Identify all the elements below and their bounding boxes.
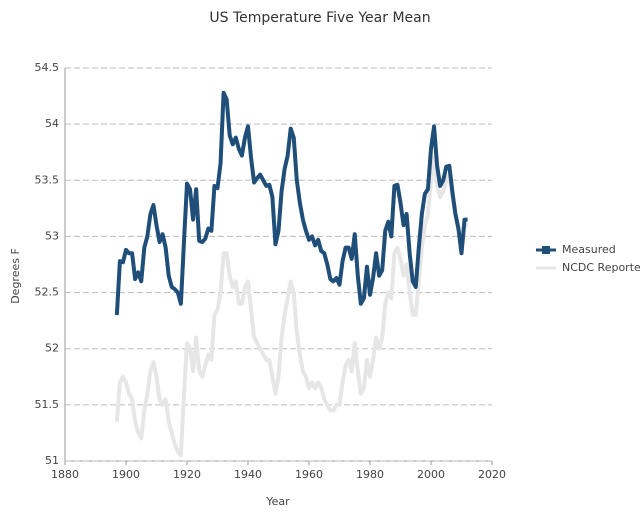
legend-marker [542, 246, 550, 254]
y-tick-label: 51.5 [35, 398, 60, 411]
x-tick-label: 1980 [356, 468, 384, 481]
chart-title: US Temperature Five Year Mean [209, 10, 430, 26]
y-tick-label: 53 [45, 229, 59, 242]
y-tick-label: 51 [45, 454, 59, 467]
x-tick-label: 1880 [51, 468, 79, 481]
x-tick-label: 1940 [234, 468, 262, 481]
y-tick-label: 52.5 [35, 286, 60, 299]
y-tick-label: 53.5 [35, 173, 60, 186]
legend-label: NCDC Reported [562, 261, 640, 274]
y-tick-label: 54.5 [35, 61, 60, 74]
series-line [114, 90, 468, 316]
x-tick-label: 1960 [295, 468, 323, 481]
y-tick-label: 52 [45, 342, 59, 355]
x-tick-label: 2000 [417, 468, 445, 481]
y-tick-label: 54 [45, 117, 59, 130]
x-axis-label: Year [265, 495, 290, 508]
series-line [114, 155, 468, 458]
x-tick-label: 1920 [173, 468, 201, 481]
x-tick-label: 1900 [112, 468, 140, 481]
y-axis-label: Degrees F [9, 248, 22, 304]
legend-label: Measured [562, 243, 616, 256]
x-tick-label: 2020 [478, 468, 506, 481]
